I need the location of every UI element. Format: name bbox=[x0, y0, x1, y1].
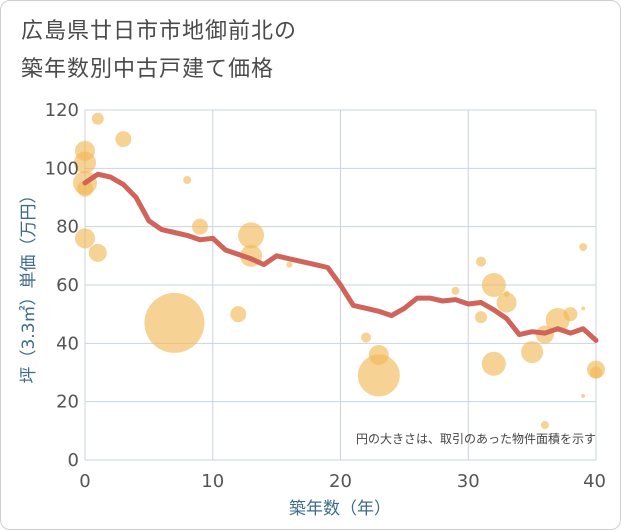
bubble-5 bbox=[91, 112, 104, 125]
y-tick-label-0: 0 bbox=[68, 450, 79, 471]
x-tick-label-40: 40 bbox=[583, 471, 606, 492]
y-tick-label-100: 100 bbox=[45, 158, 79, 179]
bubble-9 bbox=[144, 292, 205, 353]
x-tick-label-0: 0 bbox=[79, 471, 90, 492]
chart-title-line2: 築年数別中古戸建て価格 bbox=[21, 57, 275, 82]
bubble-22 bbox=[481, 351, 506, 376]
bubble-12 bbox=[238, 222, 265, 249]
bubble-25 bbox=[521, 341, 544, 364]
size-note: 円の大きさは、取引のあった物件面積を示す bbox=[356, 431, 596, 446]
bubble-20 bbox=[475, 311, 488, 324]
bubble-14 bbox=[286, 261, 293, 268]
chart-title: 広島県廿日市市地御前北の 築年数別中古戸建て価格 bbox=[21, 13, 297, 89]
bubble-series bbox=[73, 112, 605, 429]
bubble-6 bbox=[88, 243, 107, 262]
bubble-32 bbox=[581, 393, 586, 398]
bubble-15 bbox=[361, 332, 372, 343]
y-tick-label-20: 20 bbox=[56, 392, 79, 413]
trend-line bbox=[82, 171, 599, 343]
y-tick-labels: 0 20 40 60 80 100 120 bbox=[45, 100, 79, 471]
bubble-30 bbox=[579, 243, 588, 252]
bubble-4 bbox=[75, 228, 95, 249]
chart-title-line1: 広島県廿日市市地御前北の bbox=[21, 19, 298, 44]
x-tick-label-30: 30 bbox=[457, 471, 480, 492]
bubble-18 bbox=[451, 286, 460, 295]
bubble-1 bbox=[74, 151, 96, 174]
bubble-24 bbox=[496, 292, 517, 313]
bubble-3 bbox=[77, 180, 93, 197]
x-axis-title: 築年数（年） bbox=[289, 499, 391, 519]
x-tick-label-20: 20 bbox=[329, 471, 352, 492]
bubble-17 bbox=[357, 354, 400, 397]
bubble-8 bbox=[183, 176, 192, 184]
bubble-31 bbox=[581, 306, 586, 311]
bubble-10 bbox=[191, 218, 208, 235]
y-tick-label-40: 40 bbox=[56, 333, 79, 354]
y-axis-title: 坪（3.3㎡）単価（万円） bbox=[19, 186, 39, 383]
bubble-7 bbox=[115, 131, 132, 148]
trend-series bbox=[82, 171, 599, 343]
bubble-29 bbox=[563, 307, 578, 322]
bubble-19 bbox=[476, 256, 487, 267]
bubble-21 bbox=[481, 273, 506, 297]
bubble-34 bbox=[590, 366, 602, 379]
x-tick-labels: 0 10 20 30 40 bbox=[79, 471, 606, 492]
x-tick-label-10: 10 bbox=[201, 471, 224, 492]
bubble-27 bbox=[540, 421, 549, 429]
y-tick-label-80: 80 bbox=[56, 217, 79, 238]
bubble-11 bbox=[230, 306, 247, 323]
y-tick-label-120: 120 bbox=[45, 100, 79, 121]
y-tick-label-60: 60 bbox=[56, 275, 79, 296]
